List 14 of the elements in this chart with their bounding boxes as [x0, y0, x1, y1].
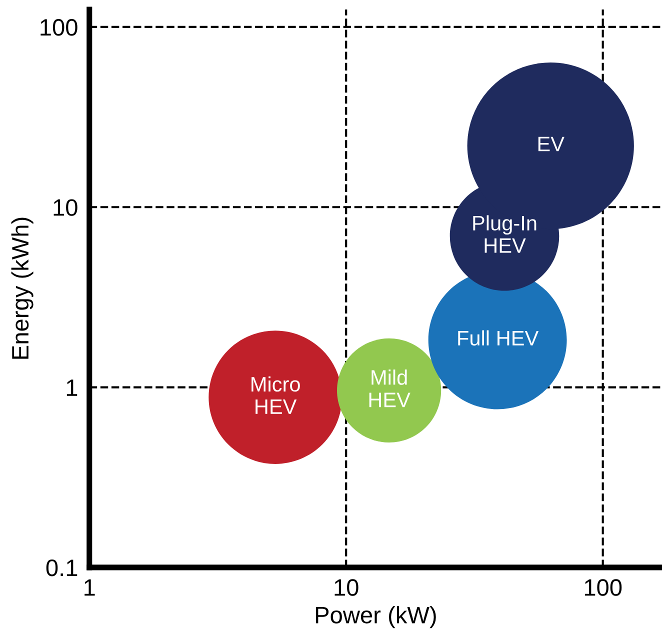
y-tick-label: 0.1 — [46, 560, 78, 576]
y-axis-title: Energy (kWh) — [11, 218, 34, 359]
y-tick-label: 1 — [66, 380, 78, 396]
x-tick-label: 1 — [84, 579, 95, 596]
series-label: Full HEV — [458, 330, 539, 346]
y-tick-label: 100 — [40, 19, 78, 36]
x-axis-title: Power (kW) — [316, 606, 436, 628]
series-label: Mild HEV — [369, 370, 410, 408]
y-tick-label: 10 — [54, 199, 78, 216]
series-label: Plug-In HEV — [473, 215, 536, 253]
x-tick-label: 10 — [334, 579, 358, 596]
x-tick-label: 100 — [584, 579, 622, 596]
series-label: Micro HEV — [252, 376, 300, 414]
series-label: EV — [538, 136, 564, 152]
